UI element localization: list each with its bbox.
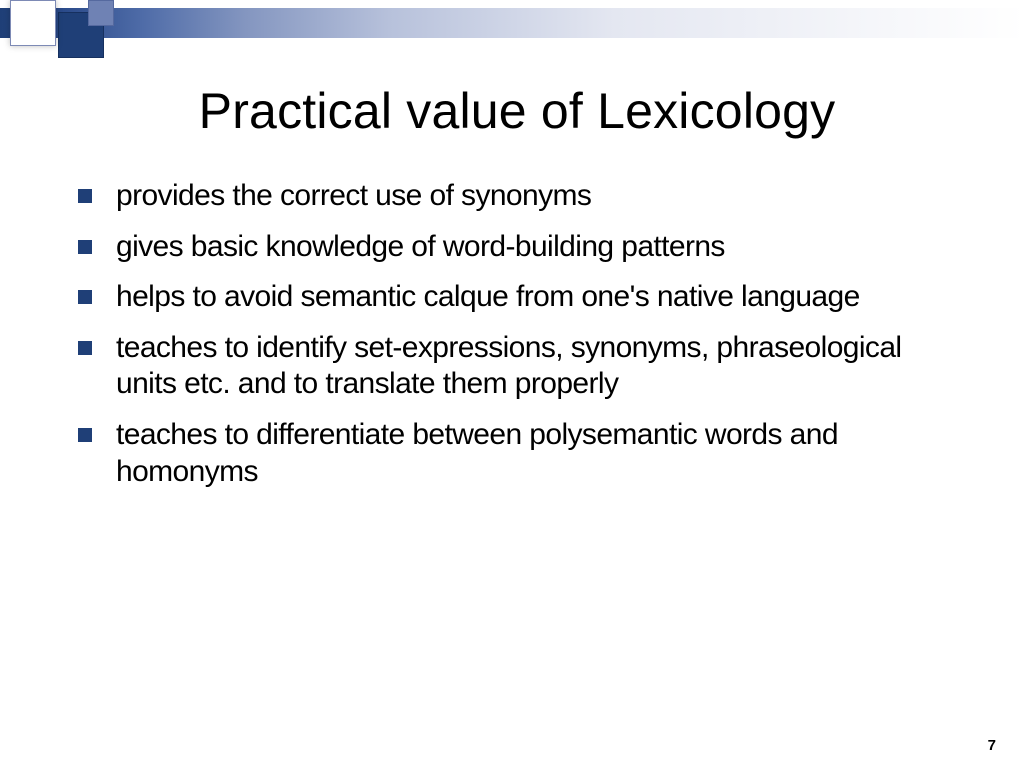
page-number: 7 <box>988 737 996 754</box>
bullet-item: provides the correct use of synonyms <box>78 178 954 215</box>
decor-square-light <box>10 0 56 46</box>
bullet-item: helps to avoid semantic calque from one'… <box>78 279 954 316</box>
bullet-list: provides the correct use of synonyms giv… <box>70 178 964 490</box>
topbar-gradient <box>0 8 1024 38</box>
bullet-item: gives basic knowledge of word-building p… <box>78 229 954 266</box>
decor-square-mid <box>88 0 114 26</box>
topbar-decoration <box>0 0 1024 48</box>
slide-title: Practical value of Lexicology <box>70 82 964 140</box>
bullet-item: teaches to identify set-expressions, syn… <box>78 330 954 403</box>
slide-body: Practical value of Lexicology provides t… <box>0 60 1024 740</box>
bullet-item: teaches to differentiate between polysem… <box>78 417 954 490</box>
